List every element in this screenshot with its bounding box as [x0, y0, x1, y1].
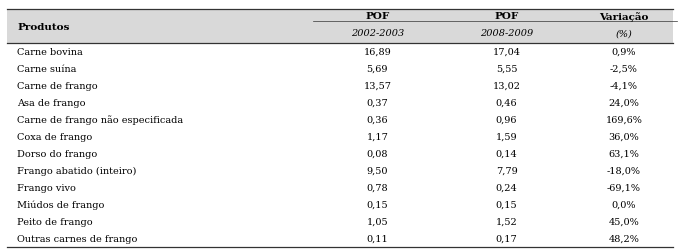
- Text: 48,2%: 48,2%: [609, 234, 639, 243]
- Text: 5,69: 5,69: [367, 65, 388, 74]
- Text: 1,17: 1,17: [367, 133, 388, 141]
- Text: 0,14: 0,14: [496, 149, 517, 159]
- Text: 1,59: 1,59: [496, 133, 517, 141]
- Text: POF: POF: [494, 12, 519, 21]
- Text: 2002-2003: 2002-2003: [351, 29, 404, 38]
- Text: Frango abatido (inteiro): Frango abatido (inteiro): [17, 166, 137, 175]
- Text: 5,55: 5,55: [496, 65, 517, 74]
- Text: 0,96: 0,96: [496, 116, 517, 124]
- Text: 169,6%: 169,6%: [605, 116, 643, 124]
- Text: 16,89: 16,89: [364, 48, 391, 57]
- Text: Coxa de frango: Coxa de frango: [17, 133, 92, 141]
- Text: 13,02: 13,02: [492, 82, 521, 91]
- Text: 0,11: 0,11: [367, 234, 388, 243]
- Text: Frango vivo: Frango vivo: [17, 183, 76, 192]
- Text: -2,5%: -2,5%: [610, 65, 638, 74]
- Text: Miúdos de frango: Miúdos de frango: [17, 200, 104, 209]
- Text: 0,9%: 0,9%: [611, 48, 636, 57]
- Text: 0,15: 0,15: [367, 200, 388, 209]
- Text: 0,46: 0,46: [496, 99, 517, 108]
- Text: 0,15: 0,15: [496, 200, 517, 209]
- Text: 7,79: 7,79: [496, 166, 517, 175]
- Text: Carne de frango: Carne de frango: [17, 82, 98, 91]
- Text: 0,78: 0,78: [367, 183, 388, 192]
- Text: Produtos: Produtos: [17, 22, 69, 32]
- Text: Carne suína: Carne suína: [17, 65, 76, 74]
- Text: 1,05: 1,05: [367, 217, 388, 226]
- Text: Dorso do frango: Dorso do frango: [17, 149, 97, 159]
- Bar: [7, 10, 673, 44]
- Text: -18,0%: -18,0%: [607, 166, 641, 175]
- Text: 1,52: 1,52: [496, 217, 517, 226]
- Text: 13,57: 13,57: [363, 82, 392, 91]
- Text: 45,0%: 45,0%: [609, 217, 639, 226]
- Text: 36,0%: 36,0%: [609, 133, 639, 141]
- Text: 63,1%: 63,1%: [609, 149, 639, 159]
- Text: Peito de frango: Peito de frango: [17, 217, 92, 226]
- Text: Outras carnes de frango: Outras carnes de frango: [17, 234, 137, 243]
- Text: -69,1%: -69,1%: [607, 183, 641, 192]
- Text: Asa de frango: Asa de frango: [17, 99, 86, 108]
- Text: 0,24: 0,24: [496, 183, 517, 192]
- Text: Carne de frango não especificada: Carne de frango não especificada: [17, 115, 183, 125]
- Text: 9,50: 9,50: [367, 166, 388, 175]
- Text: 24,0%: 24,0%: [609, 99, 639, 108]
- Text: -4,1%: -4,1%: [610, 82, 638, 91]
- Text: 17,04: 17,04: [492, 48, 521, 57]
- Text: 0,17: 0,17: [496, 234, 517, 243]
- Text: Carne bovina: Carne bovina: [17, 48, 83, 57]
- Text: 0,08: 0,08: [367, 149, 388, 159]
- Text: 0,37: 0,37: [367, 99, 388, 108]
- Text: 2008-2009: 2008-2009: [480, 29, 533, 38]
- Text: 0,0%: 0,0%: [611, 200, 636, 209]
- Text: (%): (%): [615, 29, 632, 38]
- Text: POF: POF: [365, 12, 390, 21]
- Text: Variação: Variação: [599, 12, 649, 21]
- Text: 0,36: 0,36: [367, 116, 388, 124]
